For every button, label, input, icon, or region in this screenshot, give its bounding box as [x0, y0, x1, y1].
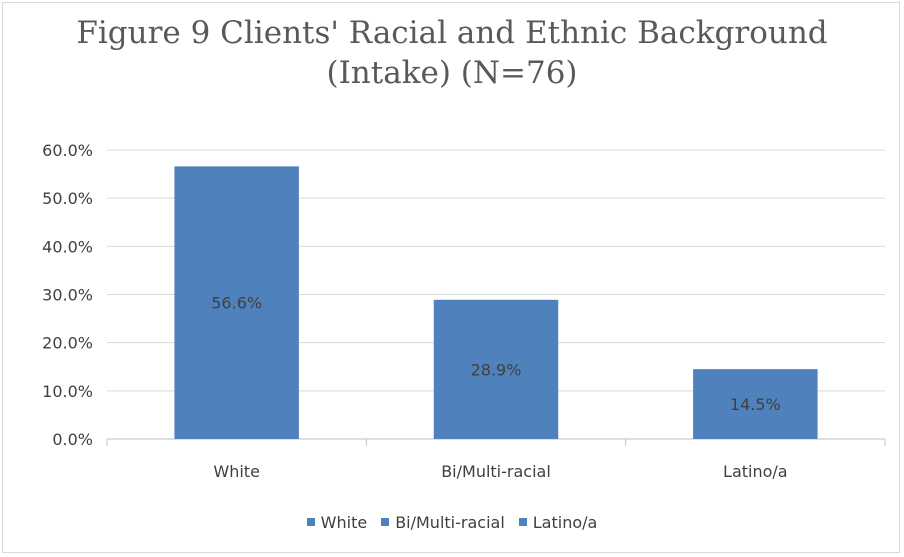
legend-item: Latino/a [518, 513, 598, 532]
chart-title: Figure 9 Clients' Racial and Ethnic Back… [3, 13, 901, 93]
x-category-label: White [213, 462, 260, 481]
legend-swatch [306, 518, 315, 526]
legend-swatch [381, 518, 390, 526]
y-tick-label: 10.0% [42, 382, 93, 401]
legend-label: Latino/a [532, 513, 598, 532]
chart-title-line-2: (Intake) (N=76) [326, 55, 578, 91]
chart-title-line-1: Figure 9 Clients' Racial and Ethnic Back… [76, 15, 828, 51]
bar [433, 299, 559, 439]
legend: White Bi/Multi-racial Latino/a [3, 513, 901, 532]
data-label: 14.5% [730, 395, 781, 414]
y-tick-label: 20.0% [42, 334, 93, 353]
legend-item: Bi/Multi-racial [381, 513, 505, 532]
legend-item: White [306, 513, 368, 532]
y-tick-label: 0.0% [52, 430, 93, 449]
legend-label: Bi/Multi-racial [395, 513, 505, 532]
legend-label: White [320, 513, 368, 532]
y-tick-label: 30.0% [42, 286, 93, 305]
bar [174, 166, 299, 440]
x-category-label: Latino/a [723, 462, 788, 481]
y-tick-label: 40.0% [42, 237, 93, 256]
legend-swatch [518, 518, 527, 526]
plot-area: 0.0% 10.0% 20.0% 30.0% 40.0% 50.0% 60.0% 56.6% W… [42, 141, 886, 481]
y-tick-label: 60.0% [42, 141, 93, 160]
x-category-label: Bi/Multi-racial [441, 462, 551, 481]
bar [693, 369, 818, 439]
data-label: 56.6% [211, 294, 262, 313]
y-tick-label: 50.0% [42, 189, 93, 208]
data-label: 28.9% [471, 360, 522, 379]
